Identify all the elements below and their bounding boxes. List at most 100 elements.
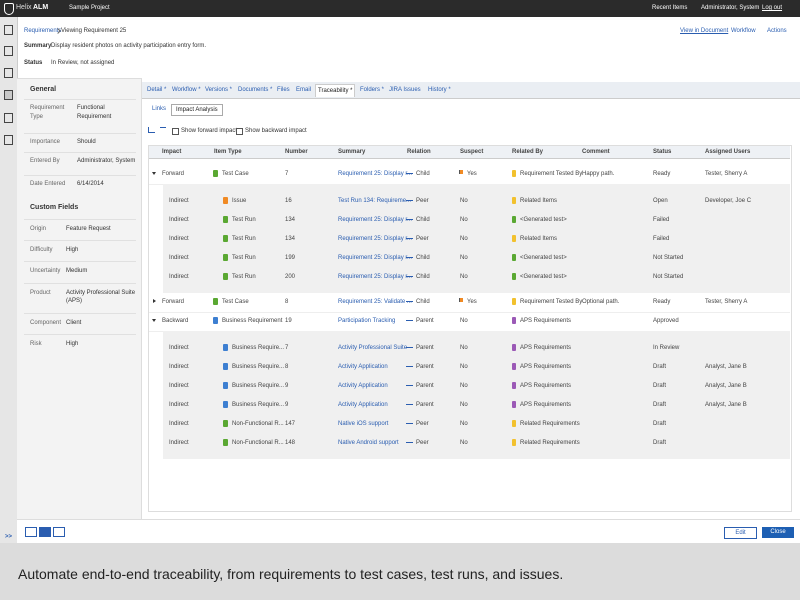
cell-summary[interactable]: Activity Application xyxy=(338,364,388,370)
recent-menu[interactable]: Recent Items xyxy=(652,5,688,11)
tab[interactable]: Detail * xyxy=(147,87,167,93)
divider xyxy=(24,334,136,335)
column-header[interactable]: Impact xyxy=(162,149,182,155)
cell-summary[interactable]: Requirement 25: Display r... xyxy=(338,274,413,280)
user-menu[interactable]: Administrator, System xyxy=(701,5,760,11)
sidebar-icon[interactable] xyxy=(4,135,13,145)
sidebar-icon[interactable] xyxy=(4,90,13,100)
logout[interactable]: Log out xyxy=(762,5,783,11)
cell-comment: Optional path. xyxy=(582,299,620,305)
sidebar-icon[interactable] xyxy=(4,46,13,56)
column-header[interactable]: Assigned Users xyxy=(705,149,751,155)
cell-number: 8 xyxy=(285,364,289,370)
close-button[interactable]: Close xyxy=(762,527,794,538)
cell-summary[interactable]: Test Run 134: Requireme... xyxy=(338,198,412,204)
workflow-menu[interactable]: Workflow xyxy=(731,28,756,34)
cell-summary[interactable]: Activity Application xyxy=(338,402,388,408)
cell-impact: Indirect xyxy=(169,274,189,280)
cell-summary[interactable]: Requirement 25: Display r... xyxy=(338,236,413,242)
expand-toggle[interactable] xyxy=(152,319,156,322)
checkbox[interactable] xyxy=(172,128,179,135)
cell-summary[interactable]: Requirement 25: Validate ... xyxy=(338,299,412,305)
relation-icon xyxy=(406,347,413,348)
cell-summary[interactable]: Requirement 25: Display r... xyxy=(338,255,413,261)
sidebar-expand[interactable]: >> xyxy=(5,534,13,540)
cell-assigned: Analyst, Jane B xyxy=(705,364,747,370)
divider xyxy=(24,240,136,241)
subtab-active[interactable]: Impact Analysis xyxy=(171,104,223,116)
cell-summary[interactable]: Requirement 25: Display r... xyxy=(338,171,413,177)
cell-status: Not Started xyxy=(653,274,684,280)
cell-number: 7 xyxy=(285,345,289,351)
edit-button[interactable]: Edit xyxy=(724,527,757,539)
cell-relation: Child xyxy=(416,274,430,280)
cell-relation: Peer xyxy=(416,198,429,204)
layout-button[interactable] xyxy=(39,527,51,537)
tab[interactable]: Files xyxy=(277,87,290,93)
expand-toggle[interactable] xyxy=(153,299,156,303)
related-icon xyxy=(512,382,516,389)
cell-summary[interactable]: Requirement 25: Display r... xyxy=(338,217,413,223)
tab-active[interactable]: Traceability * xyxy=(315,84,356,97)
tab[interactable]: Workflow * xyxy=(172,87,201,93)
tab[interactable]: JIRA Issues xyxy=(389,87,421,93)
breadcrumb-link[interactable]: Requirements xyxy=(24,28,62,34)
column-header[interactable]: Item Type xyxy=(214,149,242,155)
expand-toggle[interactable] xyxy=(152,172,156,175)
cell-summary[interactable]: Native iOS support xyxy=(338,421,389,427)
cell-impact: Indirect xyxy=(169,440,189,446)
cell-summary[interactable]: Participation Tracking xyxy=(338,318,396,324)
cell-summary[interactable]: Activity Application xyxy=(338,383,388,389)
column-header[interactable]: Comment xyxy=(582,149,610,155)
cell-related-by: Requirement Tested By xyxy=(520,299,583,305)
tab[interactable]: Versions * xyxy=(205,87,233,93)
cell-related-by: Related Items xyxy=(520,236,558,242)
column-header[interactable]: Related By xyxy=(512,149,544,155)
cell-relation: Parent xyxy=(416,402,434,408)
grid-row[interactable] xyxy=(149,293,790,313)
cell-summary[interactable]: Native Android support xyxy=(338,440,399,446)
related-icon xyxy=(512,363,516,370)
suspect-flag xyxy=(459,298,463,302)
checkbox[interactable] xyxy=(236,128,243,135)
cell-relation: Peer xyxy=(416,440,429,446)
cell-summary[interactable]: Activity Professional Suite xyxy=(338,345,408,351)
column-header[interactable]: Relation xyxy=(407,149,431,155)
column-header[interactable]: Status xyxy=(653,149,672,155)
grid xyxy=(148,145,792,512)
cell-type: Non-Functional R... xyxy=(232,440,284,446)
tab-bar xyxy=(142,82,800,99)
related-icon xyxy=(512,420,516,427)
cell-comment: Happy path. xyxy=(582,171,615,177)
field-label: Product xyxy=(30,290,51,296)
tab[interactable]: Folders * xyxy=(360,87,385,93)
item-type-icon xyxy=(223,439,228,446)
tree-icon[interactable] xyxy=(148,127,155,133)
project-menu[interactable]: Sample Project xyxy=(69,5,110,11)
sidebar-icon[interactable] xyxy=(4,113,13,123)
cell-status: Draft xyxy=(653,383,667,389)
subtab[interactable]: Links xyxy=(152,106,167,112)
tab[interactable]: Documents * xyxy=(238,87,273,93)
column-header[interactable]: Suspect xyxy=(460,149,484,155)
sidebar-icon[interactable] xyxy=(4,68,13,78)
actions-menu[interactable]: Actions xyxy=(767,28,787,34)
tab[interactable]: Email xyxy=(296,87,312,93)
grid-header xyxy=(149,146,790,159)
field-value: Administrator, System xyxy=(77,158,136,164)
layout-button[interactable] xyxy=(53,527,65,537)
relation-icon xyxy=(406,442,413,443)
tab[interactable]: History * xyxy=(428,87,451,93)
column-header[interactable]: Number xyxy=(285,149,308,155)
section-title: Custom Fields xyxy=(30,204,79,211)
item-type-icon xyxy=(223,401,228,408)
sidebar-icon[interactable] xyxy=(4,25,13,35)
cell-suspect: No xyxy=(460,236,468,242)
layout-button[interactable] xyxy=(25,527,37,537)
cell-assigned: Developer, Joe C xyxy=(705,198,752,204)
relation-icon xyxy=(406,423,413,424)
view-doc[interactable]: View in Document xyxy=(680,28,729,34)
tree-icon[interactable] xyxy=(160,127,166,131)
cell-number: 147 xyxy=(285,421,296,427)
column-header[interactable]: Summary xyxy=(338,149,366,155)
